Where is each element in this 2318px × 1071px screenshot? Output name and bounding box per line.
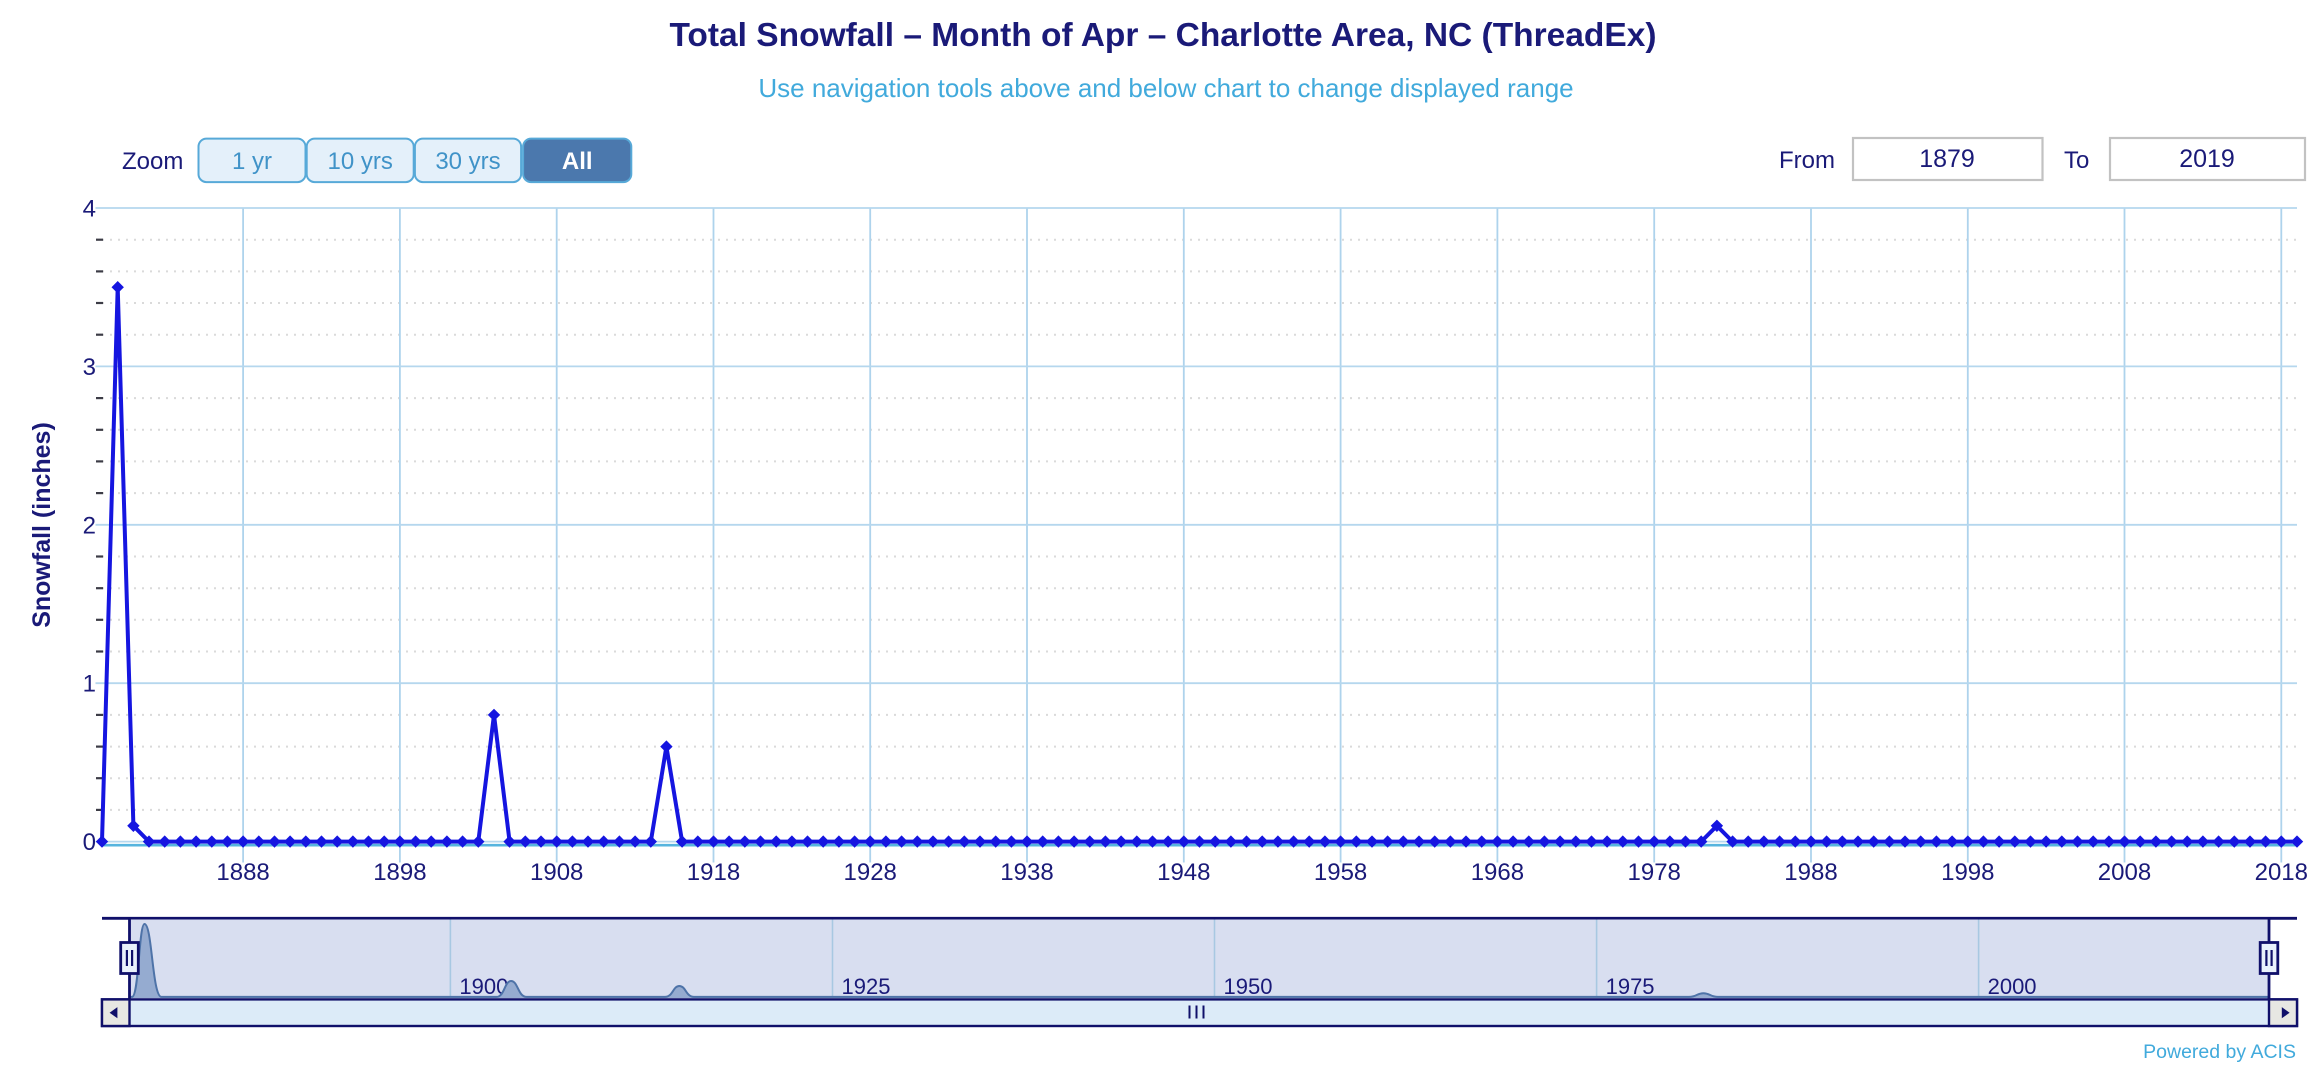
svg-text:1 yr: 1 yr bbox=[232, 148, 272, 175]
svg-text:10 yrs: 10 yrs bbox=[328, 148, 393, 175]
svg-text:Snowfall (inches): Snowfall (inches) bbox=[28, 422, 56, 628]
svg-text:1978: 1978 bbox=[1628, 859, 1681, 886]
svg-text:1879: 1879 bbox=[1919, 145, 1975, 173]
svg-text:From: From bbox=[1779, 147, 1835, 174]
svg-text:1908: 1908 bbox=[530, 859, 583, 886]
svg-text:1975: 1975 bbox=[1606, 974, 1655, 999]
svg-text:1958: 1958 bbox=[1314, 859, 1367, 886]
svg-text:4: 4 bbox=[83, 196, 96, 223]
svg-text:1988: 1988 bbox=[1784, 859, 1837, 886]
svg-text:Total Snowfall – Month of Apr: Total Snowfall – Month of Apr – Charlott… bbox=[669, 17, 1656, 54]
svg-text:Use navigation tools above and: Use navigation tools above and below cha… bbox=[758, 73, 1573, 103]
svg-text:1888: 1888 bbox=[216, 859, 269, 886]
svg-text:2000: 2000 bbox=[1988, 974, 2037, 999]
svg-text:1950: 1950 bbox=[1224, 974, 1273, 999]
svg-text:1968: 1968 bbox=[1471, 859, 1524, 886]
svg-text:1928: 1928 bbox=[844, 859, 897, 886]
svg-text:1998: 1998 bbox=[1941, 859, 1994, 886]
svg-text:0: 0 bbox=[83, 829, 96, 856]
svg-text:1948: 1948 bbox=[1157, 859, 1210, 886]
svg-text:To: To bbox=[2064, 147, 2089, 174]
svg-text:All: All bbox=[562, 148, 593, 175]
svg-text:2: 2 bbox=[83, 512, 96, 539]
svg-text:2019: 2019 bbox=[2179, 145, 2235, 173]
svg-text:Powered by ACIS: Powered by ACIS bbox=[2143, 1041, 2296, 1063]
svg-text:30 yrs: 30 yrs bbox=[435, 148, 500, 175]
svg-text:1925: 1925 bbox=[842, 974, 891, 999]
svg-text:1938: 1938 bbox=[1000, 859, 1053, 886]
svg-text:Zoom: Zoom bbox=[122, 148, 183, 175]
svg-text:3: 3 bbox=[83, 354, 96, 381]
svg-text:1918: 1918 bbox=[687, 859, 740, 886]
svg-text:1: 1 bbox=[83, 671, 96, 698]
svg-text:2018: 2018 bbox=[2255, 859, 2308, 886]
svg-text:2008: 2008 bbox=[2098, 859, 2151, 886]
svg-text:1898: 1898 bbox=[373, 859, 426, 886]
